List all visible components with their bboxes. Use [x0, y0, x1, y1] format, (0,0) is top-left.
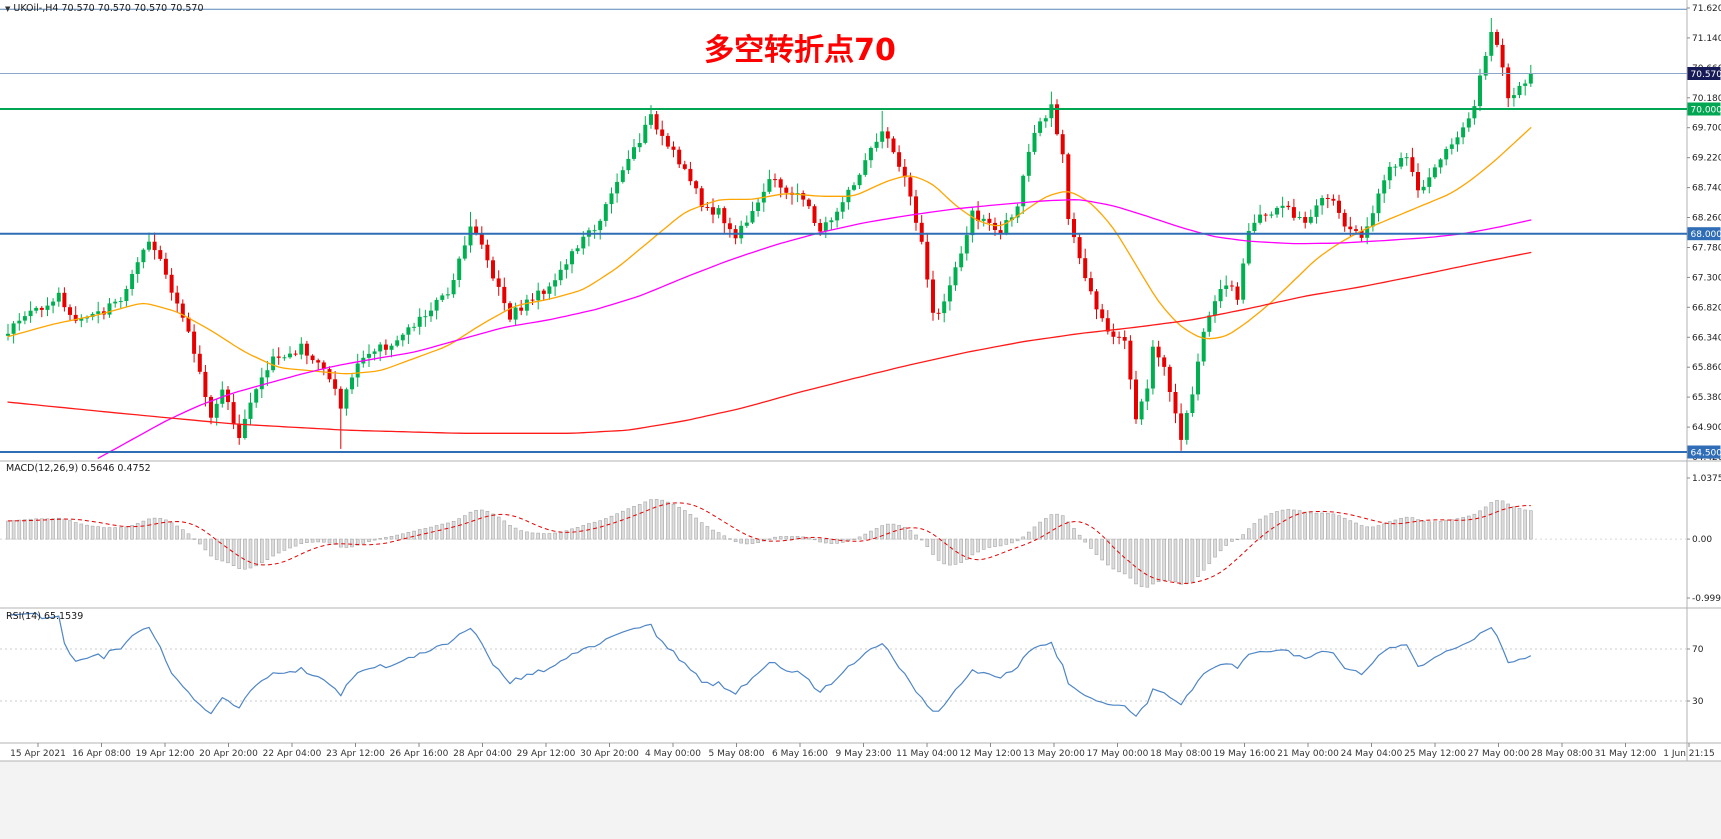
- time-axis-label: 20 Apr 20:00: [199, 749, 258, 759]
- candles-layer: [6, 18, 1533, 451]
- price-axis-label: 68.260: [1692, 214, 1721, 224]
- level-70.000-tag-label: 70.000: [1691, 106, 1721, 116]
- time-axis-label: 23 Apr 12:00: [326, 749, 385, 759]
- price-axis-label: 68.740: [1692, 184, 1721, 194]
- macd-axis-label: -0.9994: [1692, 594, 1721, 604]
- price-axis-label: 71.140: [1692, 34, 1721, 44]
- time-axis-label: 30 Apr 20:00: [580, 749, 639, 759]
- time-axis-label: 27 May 00:00: [1468, 749, 1530, 759]
- time-axis-label: 28 May 08:00: [1531, 749, 1593, 759]
- macd-indicator-label: MACD(12,26,9) 0.5646 0.4752: [6, 463, 151, 474]
- rsi-line: [7, 612, 1532, 717]
- price-axis-label: 71.620: [1692, 4, 1721, 14]
- macd-signal-line: [8, 502, 1531, 584]
- price-axis-label: 69.700: [1692, 124, 1721, 134]
- symbol-ohlc-text: UKOil-,H4 70.570 70.570 70.570 70.570: [13, 3, 204, 14]
- ma-fast-orange: [7, 127, 1532, 375]
- current-price-line-tag: [1687, 67, 1721, 80]
- time-axis-label: 24 May 04:00: [1341, 749, 1403, 759]
- price-axis-label: 67.780: [1692, 244, 1721, 254]
- time-axis-label: 5 May 08:00: [709, 749, 765, 759]
- price-axis-label: 67.300: [1692, 273, 1721, 283]
- time-axis-label: 11 May 04:00: [896, 749, 958, 759]
- time-axis-label: 29 Apr 12:00: [517, 749, 576, 759]
- price-levels-layer[interactable]: [0, 8, 1687, 453]
- rsi-panel: [0, 612, 1687, 717]
- macd-panel: [0, 499, 1687, 588]
- level-70.000-tag: [1687, 102, 1721, 116]
- ma-mid-magenta: [97, 199, 1532, 459]
- time-axis-label: 21 May 00:00: [1277, 749, 1339, 759]
- price-axis-label: 66.820: [1692, 303, 1721, 313]
- level-68.000-tag: [1687, 227, 1721, 241]
- level-68.000-tag-label: 68.000: [1691, 230, 1721, 240]
- level-64.500-tag-label: 64.500: [1691, 449, 1721, 459]
- level-64.500-tag: [1687, 445, 1721, 459]
- time-axis[interactable]: 15 Apr 2021 16 Apr 08:00 19 Apr 12:00 20 Ap…: [10, 743, 1715, 759]
- ma-slow-red: [7, 251, 1532, 434]
- time-axis-label: 15 Apr 2021: [10, 749, 66, 759]
- time-axis-label: 18 May 08:00: [1150, 749, 1212, 759]
- time-axis-label: 16 Apr 08:00: [72, 749, 131, 759]
- time-axis-label: 17 May 00:00: [1087, 749, 1149, 759]
- time-axis-label: 12 May 12:00: [960, 749, 1022, 759]
- time-axis-label: 13 May 20:00: [1023, 749, 1085, 759]
- price-axis-label: 65.860: [1692, 363, 1721, 373]
- chart-annotation-text: 多空转折点70: [704, 33, 896, 68]
- time-axis-label: 28 Apr 04:00: [453, 749, 512, 759]
- price-axis-label: 65.380: [1692, 393, 1721, 403]
- chart-dropdown-icon[interactable]: ▼: [5, 5, 11, 13]
- time-axis-label: 22 Apr 04:00: [263, 749, 322, 759]
- time-axis-label: 6 May 16:00: [772, 749, 828, 759]
- macd-axis-label: 0.00: [1692, 535, 1712, 545]
- time-axis-label: 4 May 00:00: [645, 749, 701, 759]
- price-axis[interactable]: 71.62071.14070.66070.18069.70069.22068.7…: [1687, 4, 1721, 707]
- time-axis-label: 25 May 12:00: [1404, 749, 1466, 759]
- price-axis-label: 69.220: [1692, 154, 1721, 164]
- rsi-indicator-label: RSI(14) 65.1539: [6, 611, 84, 622]
- time-axis-label: 9 May 23:00: [836, 749, 892, 759]
- price-axis-label: 66.340: [1692, 333, 1721, 343]
- price-axis-label: 70.180: [1692, 94, 1721, 104]
- rsi-axis-label: 30: [1692, 697, 1704, 707]
- time-axis-label: 19 May 16:00: [1214, 749, 1276, 759]
- symbol-ohlc-label: ▼ UKOil-,H4 70.570 70.570 70.570 70.570: [5, 3, 204, 14]
- time-axis-label: 31 May 12:00: [1595, 749, 1657, 759]
- time-axis-label: 1 Jun 21:15: [1663, 749, 1714, 759]
- time-axis-label: 26 Apr 16:00: [390, 749, 449, 759]
- current-price-line-tag-label: 70.570: [1691, 70, 1721, 80]
- macd-axis-label: 1.0375: [1692, 474, 1721, 484]
- price-axis-label: 64.900: [1692, 423, 1721, 433]
- rsi-axis-label: 70: [1692, 645, 1704, 655]
- time-axis-label: 19 Apr 12:00: [136, 749, 195, 759]
